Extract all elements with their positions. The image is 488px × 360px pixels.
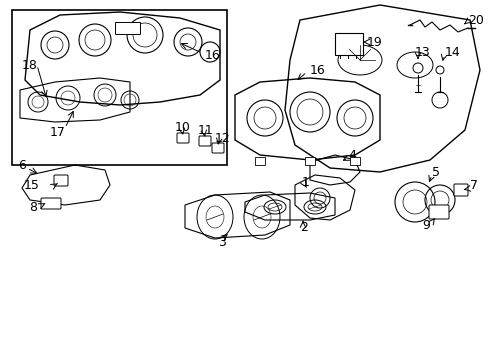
FancyBboxPatch shape (199, 136, 210, 146)
Text: 1: 1 (302, 176, 309, 189)
Text: 13: 13 (414, 45, 430, 59)
Text: 7: 7 (469, 179, 477, 192)
Bar (115, 22, 140, 34)
FancyBboxPatch shape (177, 133, 189, 143)
Text: 12: 12 (215, 131, 230, 144)
Text: 4: 4 (347, 149, 355, 162)
Text: 16: 16 (309, 63, 325, 77)
Text: 16: 16 (204, 49, 220, 62)
Text: 3: 3 (218, 235, 225, 248)
FancyBboxPatch shape (54, 175, 68, 186)
Bar (349, 157, 359, 165)
FancyBboxPatch shape (212, 143, 224, 153)
Text: 15: 15 (24, 179, 40, 192)
Text: 11: 11 (198, 123, 213, 136)
Text: 10: 10 (175, 121, 190, 134)
Text: 19: 19 (366, 36, 382, 49)
Bar (334, 33, 362, 55)
Text: 9: 9 (421, 219, 429, 231)
Bar (12, 10, 226, 165)
Text: 2: 2 (299, 220, 307, 234)
Text: 6: 6 (18, 158, 26, 171)
Text: 17: 17 (50, 126, 66, 139)
Text: 20: 20 (467, 14, 483, 27)
Text: 18: 18 (22, 59, 38, 72)
FancyBboxPatch shape (41, 198, 61, 209)
Bar (254, 157, 264, 165)
FancyBboxPatch shape (453, 184, 467, 196)
Text: 5: 5 (431, 166, 439, 179)
Bar (305, 157, 314, 165)
Text: 14: 14 (444, 45, 460, 59)
Text: 8: 8 (29, 201, 37, 213)
FancyBboxPatch shape (428, 205, 448, 219)
